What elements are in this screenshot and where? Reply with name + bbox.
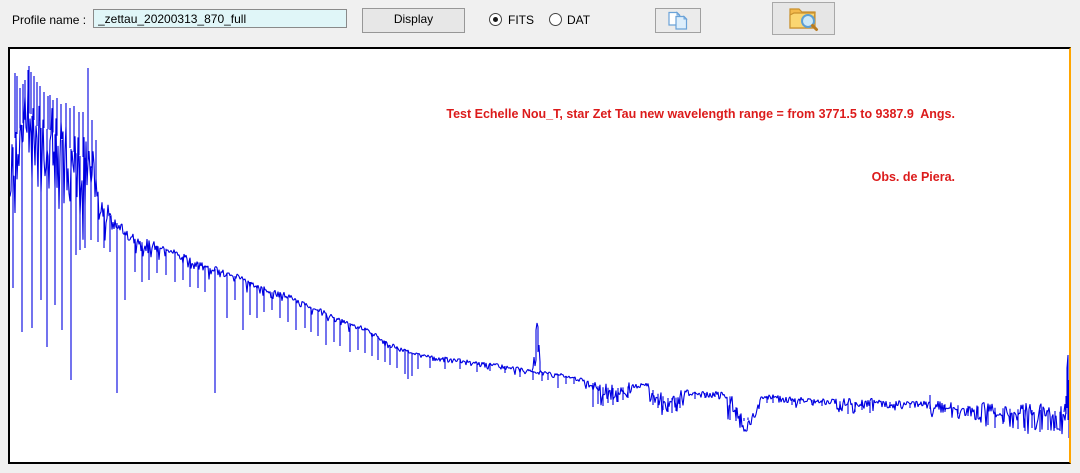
spectrum-trace — [10, 66, 1069, 438]
fits-radio-label[interactable]: FITS — [508, 13, 534, 27]
annotation-line1: Test Echelle Nou_T, star Zet Tau new wav… — [446, 107, 955, 121]
copy-button[interactable] — [655, 8, 701, 33]
spectrum-plot — [10, 66, 1069, 438]
profile-name-label: Profile name : — [12, 13, 87, 27]
profile-name-input[interactable] — [93, 9, 347, 28]
browse-button[interactable] — [772, 2, 835, 35]
annotation-text: Test Echelle Nou_T, star Zet Tau new wav… — [446, 62, 955, 230]
radio-dot — [493, 17, 498, 22]
folder-search-icon — [788, 8, 818, 31]
plot-area: Test Echelle Nou_T, star Zet Tau new wav… — [8, 47, 1071, 464]
copy-pages-icon — [668, 10, 688, 30]
dat-radio[interactable] — [549, 13, 562, 26]
fits-radio[interactable] — [489, 13, 502, 26]
annotation-line2: Obs. de Piera. — [871, 170, 955, 184]
dat-radio-label[interactable]: DAT — [567, 13, 591, 27]
display-button[interactable]: Display — [362, 8, 465, 33]
